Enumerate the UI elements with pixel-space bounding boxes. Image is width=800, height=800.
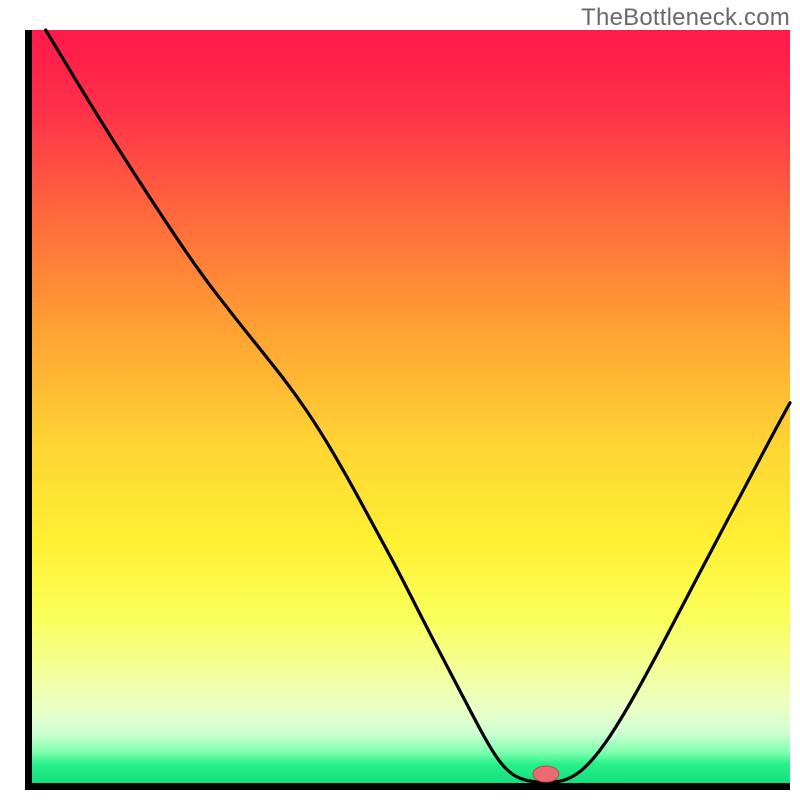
optimal-marker <box>533 766 559 782</box>
chart-plot-area <box>0 0 800 800</box>
gradient-background <box>32 30 790 783</box>
bottleneck-chart: TheBottleneck.com <box>0 0 800 800</box>
